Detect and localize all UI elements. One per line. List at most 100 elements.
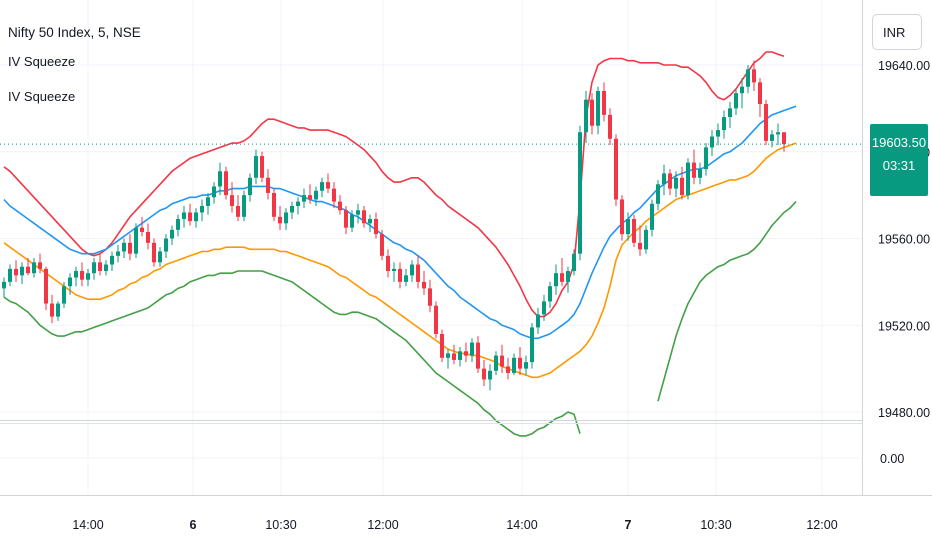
candle — [524, 355, 528, 376]
candle — [164, 234, 168, 259]
bar-countdown: 03:31 — [882, 158, 916, 173]
candle — [716, 123, 720, 146]
candle — [386, 249, 390, 278]
candle — [200, 199, 204, 222]
last-price-tag: 19603.50 03:31 — [870, 124, 928, 196]
candle — [746, 65, 750, 94]
y-tick-label: 19520.00 — [878, 319, 930, 333]
y-tick-label: 19560.00 — [878, 233, 930, 247]
candle — [8, 264, 12, 287]
candle — [464, 342, 468, 363]
candle — [734, 88, 738, 115]
candle — [152, 238, 156, 267]
candle — [266, 169, 270, 200]
candle — [314, 186, 318, 206]
candle — [614, 134, 618, 206]
candle — [320, 177, 324, 198]
middle-line — [3, 105, 797, 340]
candle — [32, 258, 36, 278]
candle — [326, 173, 330, 193]
candle — [248, 173, 252, 202]
candle — [722, 110, 726, 139]
candle — [50, 294, 54, 324]
x-tick-label: 12:00 — [806, 518, 837, 532]
candle — [398, 262, 402, 289]
lower-band-line — [3, 201, 797, 437]
upper-band-line — [3, 51, 785, 318]
candle — [110, 251, 114, 272]
candle — [140, 216, 144, 237]
candle — [644, 225, 648, 254]
candle — [68, 273, 72, 295]
candle — [638, 225, 642, 256]
candle — [344, 205, 348, 235]
candle — [776, 123, 780, 146]
candle — [206, 192, 210, 215]
candle — [560, 258, 564, 287]
candle — [626, 212, 630, 241]
candle — [458, 346, 462, 367]
currency-button[interactable]: INR — [872, 14, 922, 50]
candle — [686, 158, 690, 200]
indicator-legend-1[interactable]: IV Squeeze — [8, 54, 76, 69]
candle — [446, 349, 450, 369]
candle — [710, 130, 714, 157]
candle — [374, 212, 378, 239]
candle — [188, 203, 192, 226]
candle — [158, 247, 162, 267]
candle — [176, 214, 180, 237]
candle — [134, 223, 138, 259]
candle — [74, 266, 78, 287]
candle — [290, 201, 294, 219]
last-price-value: 19603.50 — [871, 135, 927, 150]
candle — [224, 166, 228, 200]
candle — [242, 190, 246, 222]
chart-title[interactable]: Nifty 50 Index, 5, NSE — [8, 25, 141, 40]
candle — [2, 277, 6, 298]
candle — [410, 260, 414, 282]
candle — [20, 262, 24, 285]
candle — [350, 210, 354, 232]
candle — [758, 78, 762, 118]
candle — [86, 268, 90, 287]
candle — [566, 266, 570, 293]
candle — [278, 205, 282, 230]
candle — [494, 351, 498, 376]
candle — [680, 166, 684, 200]
candle — [356, 203, 360, 224]
candle — [782, 132, 786, 152]
candle — [416, 255, 420, 289]
candle — [518, 346, 522, 376]
candle — [662, 164, 666, 196]
candle — [692, 149, 696, 185]
x-tick-label: 12:00 — [367, 518, 398, 532]
candle — [578, 125, 582, 261]
candle — [542, 294, 546, 321]
grid-lines — [0, 0, 862, 495]
candle — [596, 86, 600, 135]
candle — [548, 281, 552, 308]
candle — [284, 208, 288, 230]
x-tick-label: 14:00 — [506, 518, 537, 532]
x-tick-label: 10:30 — [265, 518, 296, 532]
candle — [122, 238, 126, 259]
indicator-legend-2[interactable]: IV Squeeze — [8, 89, 76, 104]
candle — [308, 184, 312, 204]
candle — [530, 323, 534, 369]
candle — [92, 258, 96, 280]
candle — [44, 266, 48, 311]
candle — [698, 162, 702, 185]
candle — [14, 260, 18, 282]
candle — [488, 364, 492, 391]
candle — [302, 188, 306, 209]
candle — [650, 199, 654, 237]
candle — [146, 223, 150, 250]
x-tick-label: 7 — [625, 518, 632, 532]
candle — [554, 264, 558, 295]
candle — [656, 179, 660, 211]
candle — [272, 188, 276, 222]
candle — [170, 225, 174, 246]
candle — [668, 169, 672, 196]
candle — [422, 271, 426, 295]
